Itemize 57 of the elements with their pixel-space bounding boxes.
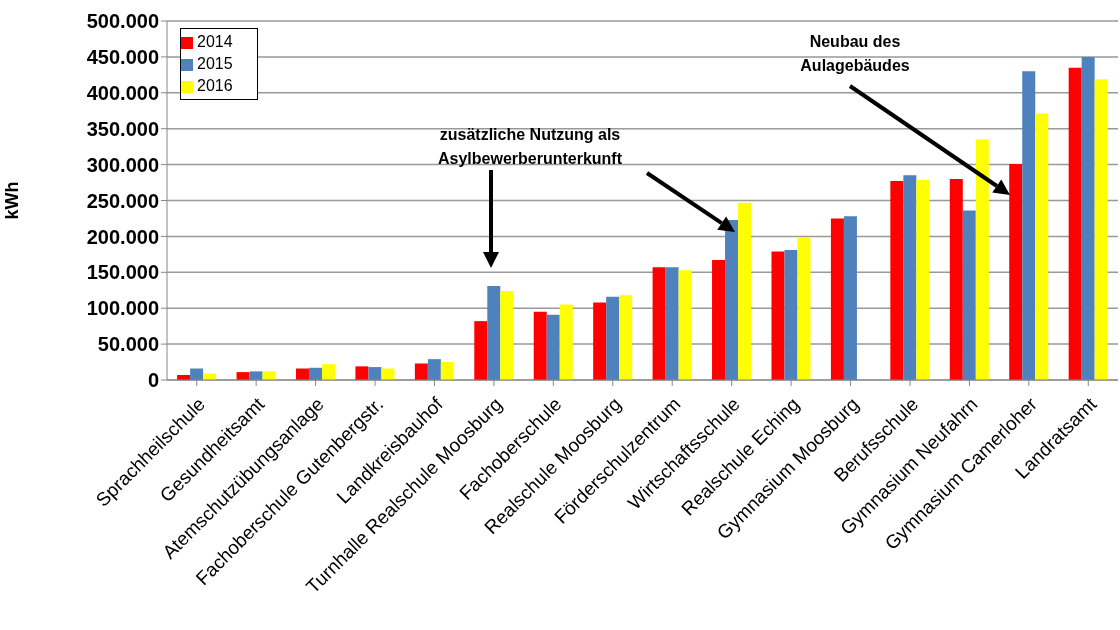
- bar: [1009, 163, 1023, 380]
- y-tick-label: 100.000: [86, 297, 159, 320]
- bar: [1035, 113, 1049, 380]
- bar: [652, 267, 666, 380]
- y-tick-label: 250.000: [86, 189, 159, 212]
- bar: [559, 304, 573, 380]
- bar: [962, 210, 976, 380]
- bar: [487, 285, 501, 380]
- bar: [533, 311, 547, 380]
- bar: [665, 267, 679, 380]
- bar: [903, 175, 917, 380]
- annotation: Neubau des Aulagebäudes: [800, 33, 910, 74]
- bar: [546, 314, 560, 380]
- y-tick-label: 450.000: [86, 46, 159, 68]
- bar: [830, 218, 844, 380]
- bar: [1022, 71, 1036, 380]
- y-tick-label: 400.000: [86, 81, 159, 104]
- bar: [414, 363, 428, 380]
- y-axis-title: kWh: [2, 181, 23, 220]
- legend-label: 2014: [197, 33, 233, 50]
- bar: [249, 371, 263, 380]
- y-tick-label: 150.000: [86, 261, 159, 284]
- bar: [440, 362, 454, 380]
- bar: [949, 178, 963, 380]
- y-tick-label: 50.000: [97, 333, 159, 356]
- bar: [474, 321, 488, 380]
- bar: [738, 202, 752, 380]
- bar: [308, 367, 322, 380]
- bar: [916, 179, 930, 380]
- bar: [784, 250, 798, 380]
- bar: [771, 251, 785, 380]
- annotation: zusätzliche Nutzung als Asylbewerberunterkunft: [437, 126, 623, 167]
- y-tick-label: 350.000: [86, 117, 159, 140]
- bar: [368, 367, 382, 380]
- bar: [678, 270, 692, 380]
- y-tick-label: 500.000: [86, 10, 159, 33]
- legend-label: 2015: [197, 55, 233, 72]
- y-tick-label: 300.000: [86, 153, 159, 176]
- bar: [890, 181, 904, 380]
- bar: [1068, 67, 1082, 380]
- bar: [619, 295, 633, 380]
- bar: [975, 139, 989, 380]
- bar: [593, 302, 607, 380]
- bar: [355, 366, 369, 380]
- y-tick-label: 0: [147, 369, 159, 392]
- bar: [606, 296, 620, 380]
- bar: [843, 216, 857, 380]
- bar: [1081, 56, 1095, 380]
- bar: [712, 260, 726, 380]
- bar: [797, 237, 811, 380]
- legend-label: 2016: [197, 77, 233, 94]
- bar: [1094, 79, 1108, 380]
- bar: [262, 371, 276, 380]
- bar: [321, 364, 335, 380]
- y-tick-label: 200.000: [86, 225, 159, 248]
- bar: [500, 290, 514, 380]
- bar: [427, 359, 441, 380]
